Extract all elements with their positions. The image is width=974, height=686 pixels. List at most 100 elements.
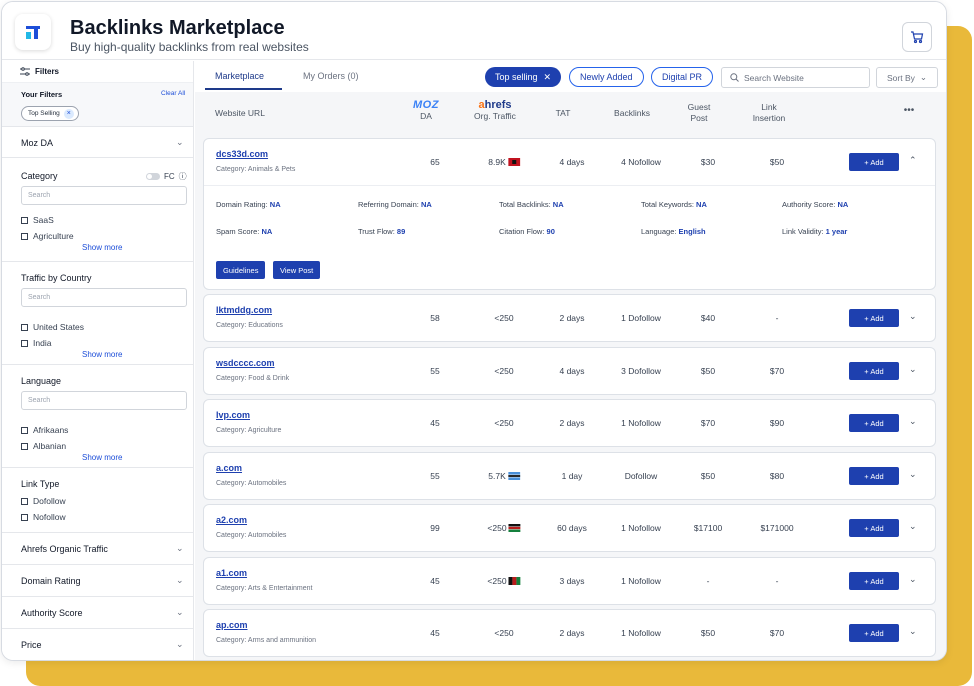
traffic-value: <250	[494, 418, 514, 428]
checkbox-dofollow[interactable]: Dofollow	[21, 496, 66, 506]
filter-label: Traffic by Country	[21, 273, 92, 283]
show-more-link[interactable]: Show more	[82, 243, 123, 252]
add-button[interactable]: + Add	[849, 624, 899, 642]
filter-domain-rating[interactable]: Domain Rating ⌄	[2, 565, 193, 597]
domain-link[interactable]: lktmddg.com	[216, 305, 273, 315]
detail-authority-score: Authority Score: NA	[782, 200, 848, 209]
close-icon[interactable]: ✕	[543, 71, 552, 82]
checkbox-icon	[21, 513, 28, 521]
add-button[interactable]: + Add	[849, 519, 899, 537]
add-button[interactable]: + Add	[849, 572, 899, 590]
tab-my-orders[interactable]: My Orders (0)	[303, 71, 359, 81]
checkbox-agriculture[interactable]: Agriculture	[21, 231, 74, 241]
pill-digital-pr[interactable]: Digital PR	[651, 67, 714, 87]
col-label: DA	[420, 111, 432, 121]
detail-label: Referring Domain:	[358, 200, 419, 209]
col-label: Post	[690, 113, 708, 123]
domain-link[interactable]: a2.com	[216, 515, 248, 525]
filter-label: Moz DA	[21, 138, 54, 148]
checkbox-afrikaans[interactable]: Afrikaans	[21, 425, 68, 435]
da-value: 55	[430, 366, 440, 376]
domain-link[interactable]: lvp.com	[216, 410, 251, 420]
pill-top-selling[interactable]: Top selling ✕	[485, 67, 562, 87]
filter-authority-score[interactable]: Authority Score ⌄	[2, 597, 193, 629]
info-icon: ⓘ	[178, 172, 187, 181]
show-more-link[interactable]: Show more	[82, 453, 123, 462]
col-label: Org. Traffic	[474, 111, 516, 121]
add-button[interactable]: + Add	[849, 414, 899, 432]
show-more-link[interactable]: Show more	[82, 350, 123, 359]
domain-link[interactable]: dcs33d.com	[216, 149, 269, 159]
clear-all-link[interactable]: Clear All	[161, 90, 186, 97]
detail-label: Language:	[641, 227, 677, 236]
domain-link[interactable]: a1.com	[216, 568, 248, 578]
add-button[interactable]: + Add	[849, 309, 899, 327]
language-search-input[interactable]: Search	[21, 391, 187, 410]
search-input[interactable]: Search Website	[721, 67, 870, 88]
chevron-down-icon[interactable]: ⌄	[909, 469, 917, 479]
add-button[interactable]: + Add	[849, 362, 899, 380]
domain-link[interactable]: wsdcccc.com	[216, 358, 275, 368]
checkbox-nofollow[interactable]: Nofollow	[21, 512, 66, 522]
domain-link[interactable]: ap.com	[216, 620, 248, 630]
detail-label: Link Validity:	[782, 227, 824, 236]
tat-value: 1 day	[561, 471, 583, 481]
add-button[interactable]: + Add	[849, 153, 899, 171]
filter-ahrefs-traffic[interactable]: Ahrefs Organic Traffic ⌄	[2, 533, 193, 565]
col-label: Guest	[687, 102, 711, 112]
detail-domain-rating: Domain Rating: NA	[216, 200, 281, 209]
guidelines-button[interactable]: Guidelines	[216, 261, 266, 279]
guest-post-price: $70	[700, 418, 716, 428]
chevron-down-icon[interactable]: ⌄	[909, 416, 917, 426]
chevron-down-icon: ⌄	[176, 137, 184, 147]
chevron-down-icon[interactable]: ⌄	[909, 626, 917, 636]
checkbox-label: Agriculture	[33, 231, 74, 241]
cart-button[interactable]	[902, 22, 932, 52]
link-insertion-price: $171000	[760, 523, 794, 533]
link-insertion-price: -	[775, 313, 779, 323]
checkbox-united-states[interactable]: United States	[21, 322, 84, 332]
traffic-cell: <250	[494, 313, 513, 323]
close-icon[interactable]: ×	[63, 108, 74, 119]
guest-post-price: $30	[700, 157, 716, 167]
domain-link[interactable]: a.com	[216, 463, 243, 473]
tab-marketplace[interactable]: Marketplace	[215, 71, 265, 81]
ahrefs-logo-a: a	[478, 99, 485, 111]
checkbox-saas[interactable]: SaaS	[21, 215, 54, 225]
filter-price[interactable]: Price ⌄	[2, 629, 193, 660]
pill-newly-added[interactable]: Newly Added	[569, 67, 644, 87]
app-window: Backlinks Marketplace Buy high-quality b…	[1, 1, 947, 661]
detail-spam-score: Spam Score: NA	[216, 227, 272, 236]
chevron-down-icon[interactable]: ⌄	[909, 521, 917, 531]
detail-label: Trust Flow:	[358, 227, 395, 236]
filter-moz-da[interactable]: Moz DA ⌄	[2, 127, 193, 158]
country-search-input[interactable]: Search	[21, 288, 187, 307]
fc-toggle[interactable]: FC ⓘ	[146, 171, 187, 182]
view-post-button[interactable]: View Post	[273, 261, 321, 279]
chevron-down-icon: ⌄	[176, 543, 184, 553]
chevron-down-icon[interactable]: ⌄	[909, 574, 917, 584]
checkbox-india[interactable]: India	[21, 338, 51, 348]
add-button[interactable]: + Add	[849, 467, 899, 485]
category-label: Category: Arms and ammunition	[216, 637, 316, 644]
chevron-down-icon[interactable]: ⌄	[909, 311, 917, 321]
detail-value: NA	[420, 200, 432, 209]
checkbox-albanian[interactable]: Albanian	[21, 441, 66, 451]
checkbox-icon	[21, 323, 28, 331]
traffic-cell: 8.9K	[488, 157, 520, 167]
chevron-down-icon[interactable]: ⌄	[909, 364, 917, 374]
filter-category: Category FC ⓘ Search SaaS Agriculture Sho…	[2, 158, 193, 262]
guest-post-price: $50	[700, 471, 716, 481]
toggle-icon	[146, 173, 160, 180]
more-options-icon[interactable]: •••	[903, 105, 915, 116]
active-tab-indicator	[205, 88, 282, 90]
checkbox-label: Afrikaans	[33, 425, 69, 435]
sort-by-dropdown[interactable]: Sort By ⌄	[876, 67, 938, 88]
listing-row: a.com Category: Automobiles 55 5.7K 1 day Dof…	[203, 452, 936, 500]
filter-label: Authority Score	[21, 608, 83, 618]
checkbox-icon	[21, 426, 28, 434]
tat-value: 60 days	[557, 523, 587, 533]
category-search-input[interactable]: Search	[21, 186, 187, 205]
chevron-up-icon[interactable]: ⌃	[909, 155, 917, 165]
tat-value: 4 days	[559, 366, 585, 376]
